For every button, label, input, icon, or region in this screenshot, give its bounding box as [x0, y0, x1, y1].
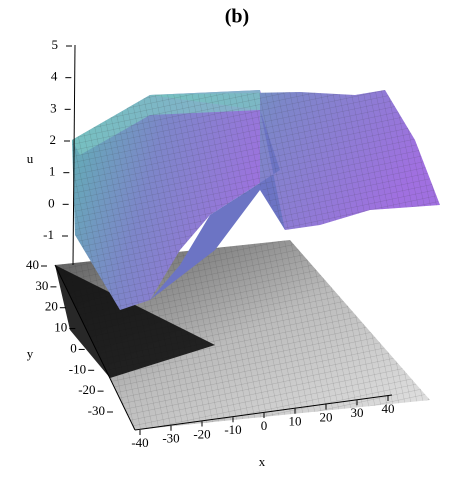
x-tick-label: 30 [351, 405, 364, 420]
z-tick-label: -1 [43, 227, 54, 242]
chart-title: (b) [225, 6, 249, 28]
z-tick-label: 1 [49, 164, 56, 179]
z-axis-label: u [27, 151, 34, 166]
y-tick-label: -20 [78, 382, 95, 397]
z-axis [72, 44, 76, 266]
z-tick-label: 0 [48, 195, 55, 210]
x-tick-label: 10 [289, 414, 302, 429]
x-tick-label: 0 [261, 418, 268, 433]
surface [72, 90, 440, 310]
z-tick-label: 4 [51, 69, 58, 84]
x-axis [134, 394, 393, 431]
z-tick-label: 3 [50, 100, 57, 115]
y-tick-label: 0 [70, 340, 77, 355]
y-tick-label: -30 [88, 403, 105, 418]
y-axis [54, 264, 136, 431]
x-tick-label: -30 [162, 431, 179, 446]
y-axis-label: y [27, 346, 34, 361]
x-tick-label: -20 [193, 426, 210, 441]
z-tick-label: 2 [50, 132, 57, 147]
z-tick-label: 5 [52, 37, 59, 52]
y-tick-label: 40 [26, 257, 39, 272]
y-tick-label: 20 [45, 299, 58, 314]
x-tick-label: 20 [320, 409, 333, 424]
x-axis-label: x [259, 454, 266, 469]
y-tick-label: 30 [35, 278, 48, 293]
y-tick-label: -10 [69, 361, 86, 376]
y-tick-label: 10 [54, 320, 67, 335]
x-tick-label: -40 [131, 435, 148, 450]
x-tick-label: 40 [382, 401, 395, 416]
x-tick-label: -10 [224, 422, 241, 437]
